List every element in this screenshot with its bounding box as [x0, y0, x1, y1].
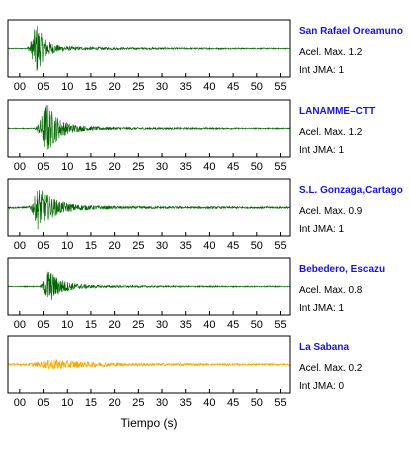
x-tick-label: 30	[156, 81, 168, 93]
x-tick-label: 20	[109, 397, 121, 409]
x-tick-label: 25	[132, 397, 144, 409]
x-tick-label: 35	[180, 81, 192, 93]
x-tick-label: 05	[37, 81, 49, 93]
x-tick-label: 40	[203, 161, 215, 173]
waveform-series-2	[7, 105, 291, 150]
x-tick-label: 30	[156, 319, 168, 331]
x-tick-label: 00	[14, 240, 26, 252]
x-tick-label: 00	[14, 319, 26, 331]
jma-intensity-label: Int JMA: 0	[299, 381, 344, 392]
x-tick-label: 10	[61, 81, 73, 93]
x-tick-label: 20	[109, 81, 121, 93]
x-tick-label: 55	[274, 81, 286, 93]
x-tick-label: 15	[85, 81, 97, 93]
x-tick-label: 35	[180, 240, 192, 252]
x-tick-label: 25	[132, 319, 144, 331]
x-tick-label: 50	[251, 397, 263, 409]
x-tick-label: 00	[14, 81, 26, 93]
waveform-series-3	[7, 189, 291, 230]
x-tick-label: 05	[37, 240, 49, 252]
x-tick-label: 45	[227, 240, 239, 252]
x-tick-label: 35	[180, 319, 192, 331]
x-tick-label: 50	[251, 161, 263, 173]
x-tick-label: 10	[61, 319, 73, 331]
x-tick-label: 25	[132, 161, 144, 173]
x-tick-label: 00	[14, 397, 26, 409]
x-tick-label: 40	[203, 81, 215, 93]
x-tick-label: 40	[203, 397, 215, 409]
panel-3: 00 05 10 15 20 25 30 35 40 45 50 55 S.L. Gonzaga,Car…	[7, 178, 403, 252]
panel-frame	[7, 99, 291, 158]
waveform-series-4	[7, 271, 290, 300]
x-tick-label: 15	[85, 240, 97, 252]
x-tick-label: 55	[274, 161, 286, 173]
panel-1: 00 05 10 15 20 25 30 35 40 45 50 55 San Rafael Oream…	[7, 19, 403, 93]
station-name: S.L. Gonzaga,Cartago	[299, 185, 403, 196]
x-tick-label: 20	[109, 240, 121, 252]
x-tick-label: 10	[61, 240, 73, 252]
x-tick-label: 50	[251, 81, 263, 93]
x-tick-label: 05	[37, 319, 49, 331]
station-name: La Sabana	[299, 342, 349, 353]
x-tick-label: 55	[274, 319, 286, 331]
x-tick-label: 15	[85, 319, 97, 331]
jma-intensity-label: Int JMA: 1	[299, 65, 344, 76]
station-name: Bebedero, Escazu	[299, 264, 385, 275]
x-tick-label: 15	[85, 397, 97, 409]
station-name: LANAMME–CTT	[299, 106, 375, 117]
panel-frame	[7, 178, 291, 237]
acel-max-label: Acel. Max. 0.8	[299, 285, 363, 296]
x-tick-label: 05	[37, 397, 49, 409]
x-tick-label: 00	[14, 161, 26, 173]
station-name: San Rafael Oreamuno	[299, 26, 403, 37]
x-tick-label: 55	[274, 240, 286, 252]
acel-max-label: Acel. Max. 1.2	[299, 47, 363, 58]
panel-frame	[7, 257, 291, 316]
x-tick-label: 15	[85, 161, 97, 173]
acel-max-label: Acel. Max. 1.2	[299, 127, 363, 138]
panel-frame	[7, 19, 291, 78]
x-tick-label: 25	[132, 81, 144, 93]
x-tick-label: 40	[203, 240, 215, 252]
jma-intensity-label: Int JMA: 1	[299, 303, 344, 314]
x-tick-label: 45	[227, 81, 239, 93]
x-tick-label: 35	[180, 161, 192, 173]
panel-frame	[7, 335, 291, 394]
x-axis-label: Tiempo (s)	[121, 416, 178, 430]
x-tick-label: 40	[203, 319, 215, 331]
x-tick-label: 05	[37, 161, 49, 173]
x-tick-label: 20	[109, 161, 121, 173]
x-tick-label: 10	[61, 397, 73, 409]
jma-intensity-label: Int JMA: 1	[299, 224, 344, 235]
acel-max-label: Acel. Max. 0.2	[299, 363, 363, 374]
x-tick-label: 30	[156, 240, 168, 252]
x-tick-label: 10	[61, 161, 73, 173]
x-tick-label: 45	[227, 161, 239, 173]
x-tick-label: 50	[251, 240, 263, 252]
panel-4: 00 05 10 15 20 25 30 35 40 45 50 55 Bebedero, Escazu…	[7, 257, 385, 331]
panel-2: 00 05 10 15 20 25 30 35 40 45 50 55 LANAMME–CTT Acel.…	[7, 99, 375, 173]
x-tick-label: 55	[274, 397, 286, 409]
waveform-series-1	[7, 25, 290, 71]
x-tick-label: 30	[156, 161, 168, 173]
x-tick-label: 50	[251, 319, 263, 331]
x-tick-label: 20	[109, 319, 121, 331]
x-tick-label: 45	[227, 397, 239, 409]
x-tick-label: 30	[156, 397, 168, 409]
panel-5: 00 05 10 15 20 25 30 35 40 45 50 55 La Sabana Acel. M…	[7, 335, 363, 409]
x-tick-label: 45	[227, 319, 239, 331]
x-tick-label: 35	[180, 397, 192, 409]
jma-intensity-label: Int JMA: 1	[299, 145, 344, 156]
x-tick-label: 25	[132, 240, 144, 252]
waveform-series-5	[7, 359, 291, 371]
acel-max-label: Acel. Max. 0.9	[299, 206, 363, 217]
